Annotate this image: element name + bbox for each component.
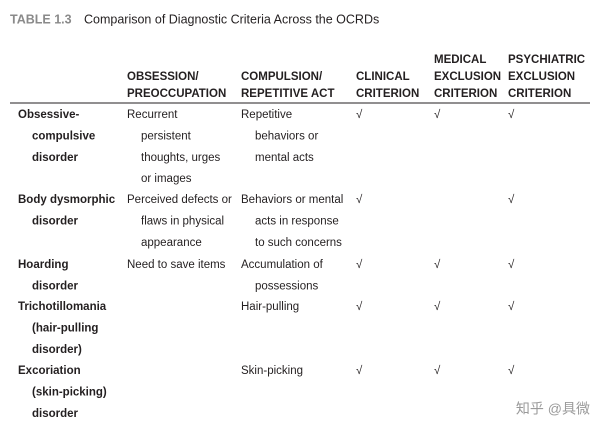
cell-text: √ (508, 108, 515, 121)
cell-text: Accumulation of (241, 259, 324, 271)
column-header: CRITERION (356, 88, 419, 100)
cell-text: √ (508, 300, 515, 313)
cell-text: Need to save items (127, 259, 226, 271)
column-header: MEDICAL (434, 54, 486, 66)
column-header: PREOCCUPATION (127, 88, 226, 100)
cell-text: √ (508, 364, 515, 377)
row-label: disorder (32, 152, 79, 164)
column-header: EXCLUSION (434, 71, 501, 83)
row-label: disorder (32, 280, 79, 292)
cell-text: behaviors or (255, 130, 318, 142)
cell-text: thoughts, urges (141, 152, 221, 164)
row-label: disorder (32, 215, 79, 227)
table-title: Comparison of Diagnostic Criteria Across… (84, 12, 379, 26)
table-label: TABLE 1.3 (10, 12, 72, 26)
cell-text: or images (141, 173, 192, 185)
cell-text: √ (508, 193, 515, 206)
column-header: CRITERION (434, 88, 497, 100)
column-header: EXCLUSION (508, 71, 575, 83)
cell-text: Recurrent (127, 109, 178, 121)
cell-text: to such concerns (255, 237, 342, 249)
column-header: CRITERION (508, 88, 571, 100)
cell-text: √ (434, 258, 441, 271)
cell-text: √ (356, 193, 363, 206)
row-label: Excoriation (18, 365, 81, 377)
cell-text: Behaviors or mental (241, 194, 343, 206)
column-header: COMPULSION/ (241, 71, 323, 83)
cell-text: √ (356, 108, 363, 121)
column-header: CLINICAL (356, 71, 410, 83)
cell-text: persistent (141, 130, 192, 142)
row-label: (hair-pulling (32, 322, 98, 334)
row-label: Body dysmorphic (18, 194, 116, 206)
row-label: compulsive (32, 130, 95, 142)
cell-text: √ (434, 108, 441, 121)
cell-text: Hair-pulling (241, 301, 299, 313)
row-label: (skin-picking) (32, 386, 107, 398)
cell-text: Perceived defects or (127, 194, 232, 206)
cell-text: √ (508, 258, 515, 271)
cell-text: Skin-picking (241, 365, 303, 377)
row-label: Obsessive- (18, 109, 80, 121)
cell-text: appearance (141, 237, 202, 249)
cell-text: mental acts (255, 152, 314, 164)
column-header: REPETITIVE ACT (241, 88, 335, 100)
cell-text: flaws in physical (141, 215, 224, 227)
row-label: disorder) (32, 344, 82, 356)
cell-text: possessions (255, 280, 319, 292)
row-label: Trichotillomania (18, 301, 107, 313)
row-label: Hoarding (18, 259, 68, 271)
cell-text: Repetitive (241, 109, 292, 121)
watermark: 知乎 @具微 (516, 401, 590, 417)
column-header: PSYCHIATRIC (508, 54, 585, 66)
cell-text: √ (356, 258, 363, 271)
cell-text: √ (434, 364, 441, 377)
cell-text: √ (434, 300, 441, 313)
cell-text: √ (356, 364, 363, 377)
cell-text: acts in response (255, 215, 339, 227)
row-label: disorder (32, 408, 79, 420)
column-header: OBSESSION/ (127, 71, 199, 83)
cell-text: √ (356, 300, 363, 313)
